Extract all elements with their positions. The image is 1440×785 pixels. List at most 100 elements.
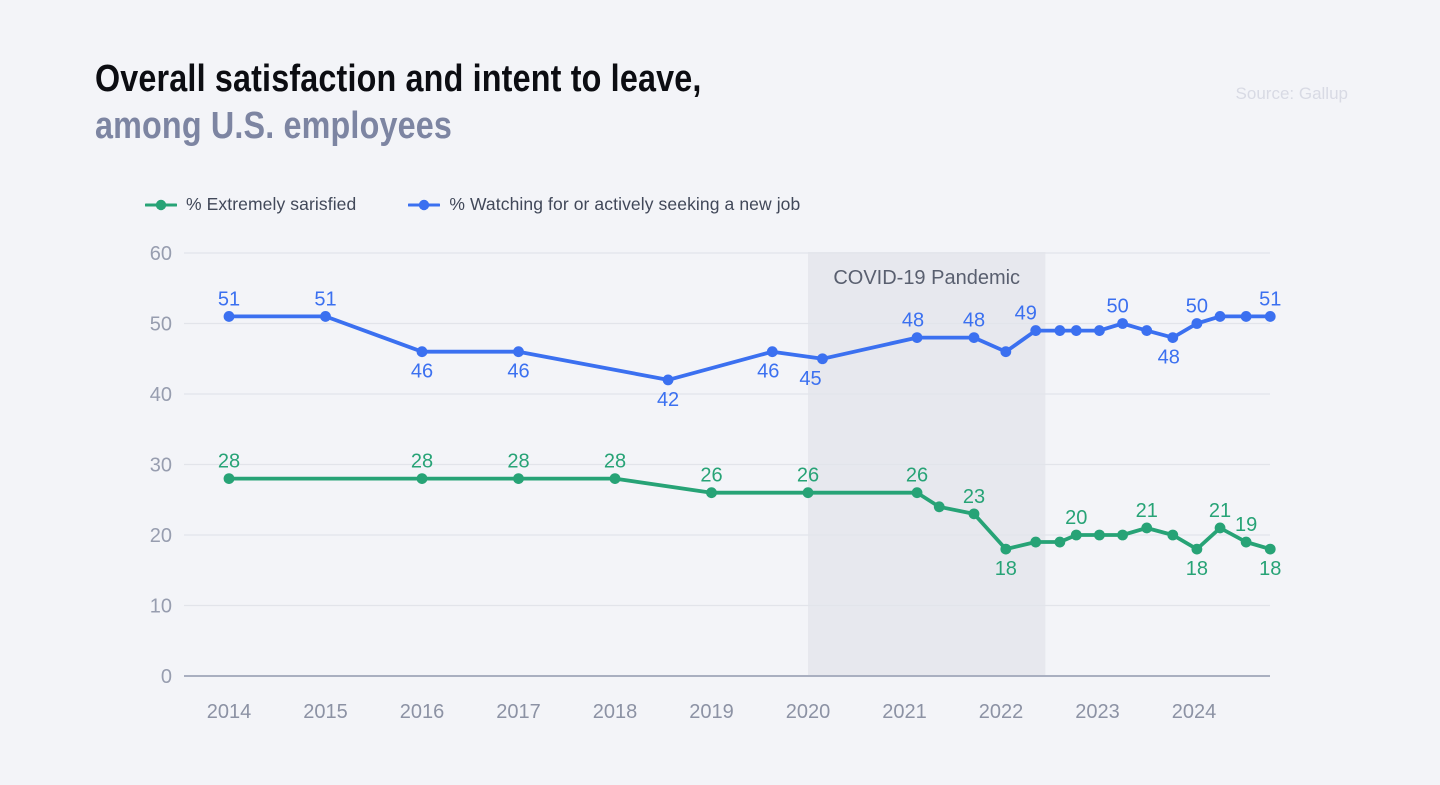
data-point-satisfied [416, 473, 428, 484]
data-point-label-seeking: 50 [1186, 296, 1208, 318]
data-point-seeking [817, 353, 828, 365]
data-point-satisfied [1117, 529, 1128, 541]
data-point-label-satisfied: 26 [797, 465, 819, 487]
x-tick-label: 2016 [400, 701, 445, 723]
data-point-label-seeking: 46 [507, 361, 529, 383]
legend-item-satisfied: % Extremely sarisfied [145, 194, 356, 215]
data-point-seeking [1054, 325, 1066, 336]
data-point-label-satisfied: 21 [1136, 500, 1158, 522]
data-point-satisfied [1030, 536, 1042, 548]
covid-band-label: COVID-19 Pandemic [833, 267, 1020, 289]
data-point-label-seeking: 46 [411, 361, 433, 383]
data-point-label-satisfied: 18 [1259, 558, 1281, 580]
data-point-satisfied [911, 487, 923, 499]
y-tick-label: 0 [161, 666, 172, 688]
data-point-label-satisfied: 18 [1186, 558, 1208, 580]
legend-label-seeking: % Watching for or actively seeking a new… [449, 194, 801, 214]
data-point-label-seeking: 42 [657, 389, 679, 411]
data-point-label-satisfied: 28 [218, 451, 240, 473]
legend-marker-satisfied-icon [145, 199, 177, 210]
x-tick-label: 2022 [979, 701, 1024, 723]
source-credit: Source: Gallup [1235, 84, 1348, 103]
data-point-satisfied [223, 473, 235, 484]
data-point-satisfied [933, 501, 945, 513]
legend: % Extremely sarisfied % Watching for or … [145, 194, 800, 215]
x-tick-label: 2021 [882, 701, 927, 723]
x-tick-label: 2023 [1075, 701, 1120, 723]
data-point-label-seeking: 50 [1106, 296, 1128, 318]
x-tick-label: 2015 [303, 701, 348, 723]
data-point-label-seeking: 51 [1259, 288, 1281, 310]
header: Overall satisfaction and intent to leave… [95, 58, 1115, 148]
x-tick-label: 2019 [689, 701, 734, 723]
data-point-seeking [1117, 318, 1128, 329]
data-point-label-satisfied: 28 [411, 451, 433, 473]
data-point-satisfied [513, 473, 524, 484]
data-point-seeking [1264, 311, 1276, 322]
legend-item-seeking: % Watching for or actively seeking a new… [408, 194, 800, 215]
data-point-label-satisfied: 28 [604, 451, 626, 473]
data-point-seeking [1214, 311, 1226, 322]
y-tick-label: 50 [150, 314, 172, 336]
data-point-label-seeking: 49 [1015, 303, 1037, 325]
data-point-satisfied [1167, 529, 1179, 541]
data-point-satisfied [1264, 543, 1276, 555]
data-point-label-satisfied: 26 [906, 465, 928, 487]
x-tick-label: 2017 [496, 701, 541, 723]
data-point-seeking [1000, 346, 1012, 358]
data-point-seeking [416, 346, 428, 358]
data-point-seeking [223, 311, 235, 322]
x-tick-label: 2020 [786, 701, 831, 723]
data-point-satisfied [706, 487, 717, 499]
data-point-satisfied [802, 487, 814, 499]
data-point-label-seeking: 48 [902, 310, 924, 332]
x-tick-label: 2014 [207, 701, 252, 723]
page-title: Overall satisfaction and intent to leave… [95, 58, 702, 100]
data-point-label-seeking: 46 [757, 361, 779, 383]
data-point-satisfied [1000, 543, 1012, 555]
data-point-seeking [968, 332, 980, 343]
data-point-seeking [662, 374, 674, 386]
data-point-label-satisfied: 21 [1209, 500, 1231, 522]
data-point-seeking [320, 311, 331, 322]
series-line-satisfied [227, 476, 1273, 551]
data-point-satisfied [1094, 529, 1105, 541]
data-point-seeking [766, 346, 778, 358]
data-point-seeking [1141, 325, 1153, 336]
data-point-seeking [1167, 332, 1179, 343]
data-point-satisfied [1240, 536, 1252, 548]
data-point-label-satisfied: 26 [700, 465, 722, 487]
data-point-label-seeking: 45 [799, 368, 821, 390]
data-point-seeking [911, 332, 923, 343]
y-tick-label: 10 [150, 596, 172, 618]
data-point-label-satisfied: 19 [1235, 514, 1257, 536]
x-tick-label: 2018 [593, 701, 638, 723]
data-point-seeking [1191, 318, 1203, 329]
data-point-satisfied [1214, 522, 1226, 534]
data-point-label-seeking: 48 [963, 310, 985, 332]
legend-marker-seeking-icon [408, 199, 441, 210]
data-point-satisfied [609, 473, 621, 484]
data-point-satisfied [968, 508, 980, 520]
page-subtitle: among U.S. employees [95, 104, 453, 147]
x-tick-label: 2024 [1172, 701, 1217, 723]
data-point-seeking [1070, 325, 1082, 336]
data-point-label-satisfied: 28 [507, 451, 529, 473]
data-point-satisfied [1141, 522, 1153, 534]
data-point-label-satisfied: 18 [995, 558, 1017, 580]
y-tick-label: 30 [150, 455, 172, 477]
data-point-seeking [1030, 325, 1042, 336]
data-point-label-satisfied: 23 [963, 486, 985, 508]
data-point-satisfied [1070, 529, 1082, 541]
data-point-label-seeking: 48 [1158, 347, 1180, 369]
data-point-seeking [513, 346, 524, 358]
data-point-satisfied [1191, 543, 1203, 555]
y-tick-label: 20 [150, 525, 172, 547]
legend-label-satisfied: % Extremely sarisfied [186, 194, 357, 214]
data-point-label-seeking: 51 [218, 288, 240, 310]
data-point-label-seeking: 51 [314, 288, 336, 310]
data-point-seeking [1240, 311, 1252, 322]
series-line-seeking [227, 314, 1273, 382]
